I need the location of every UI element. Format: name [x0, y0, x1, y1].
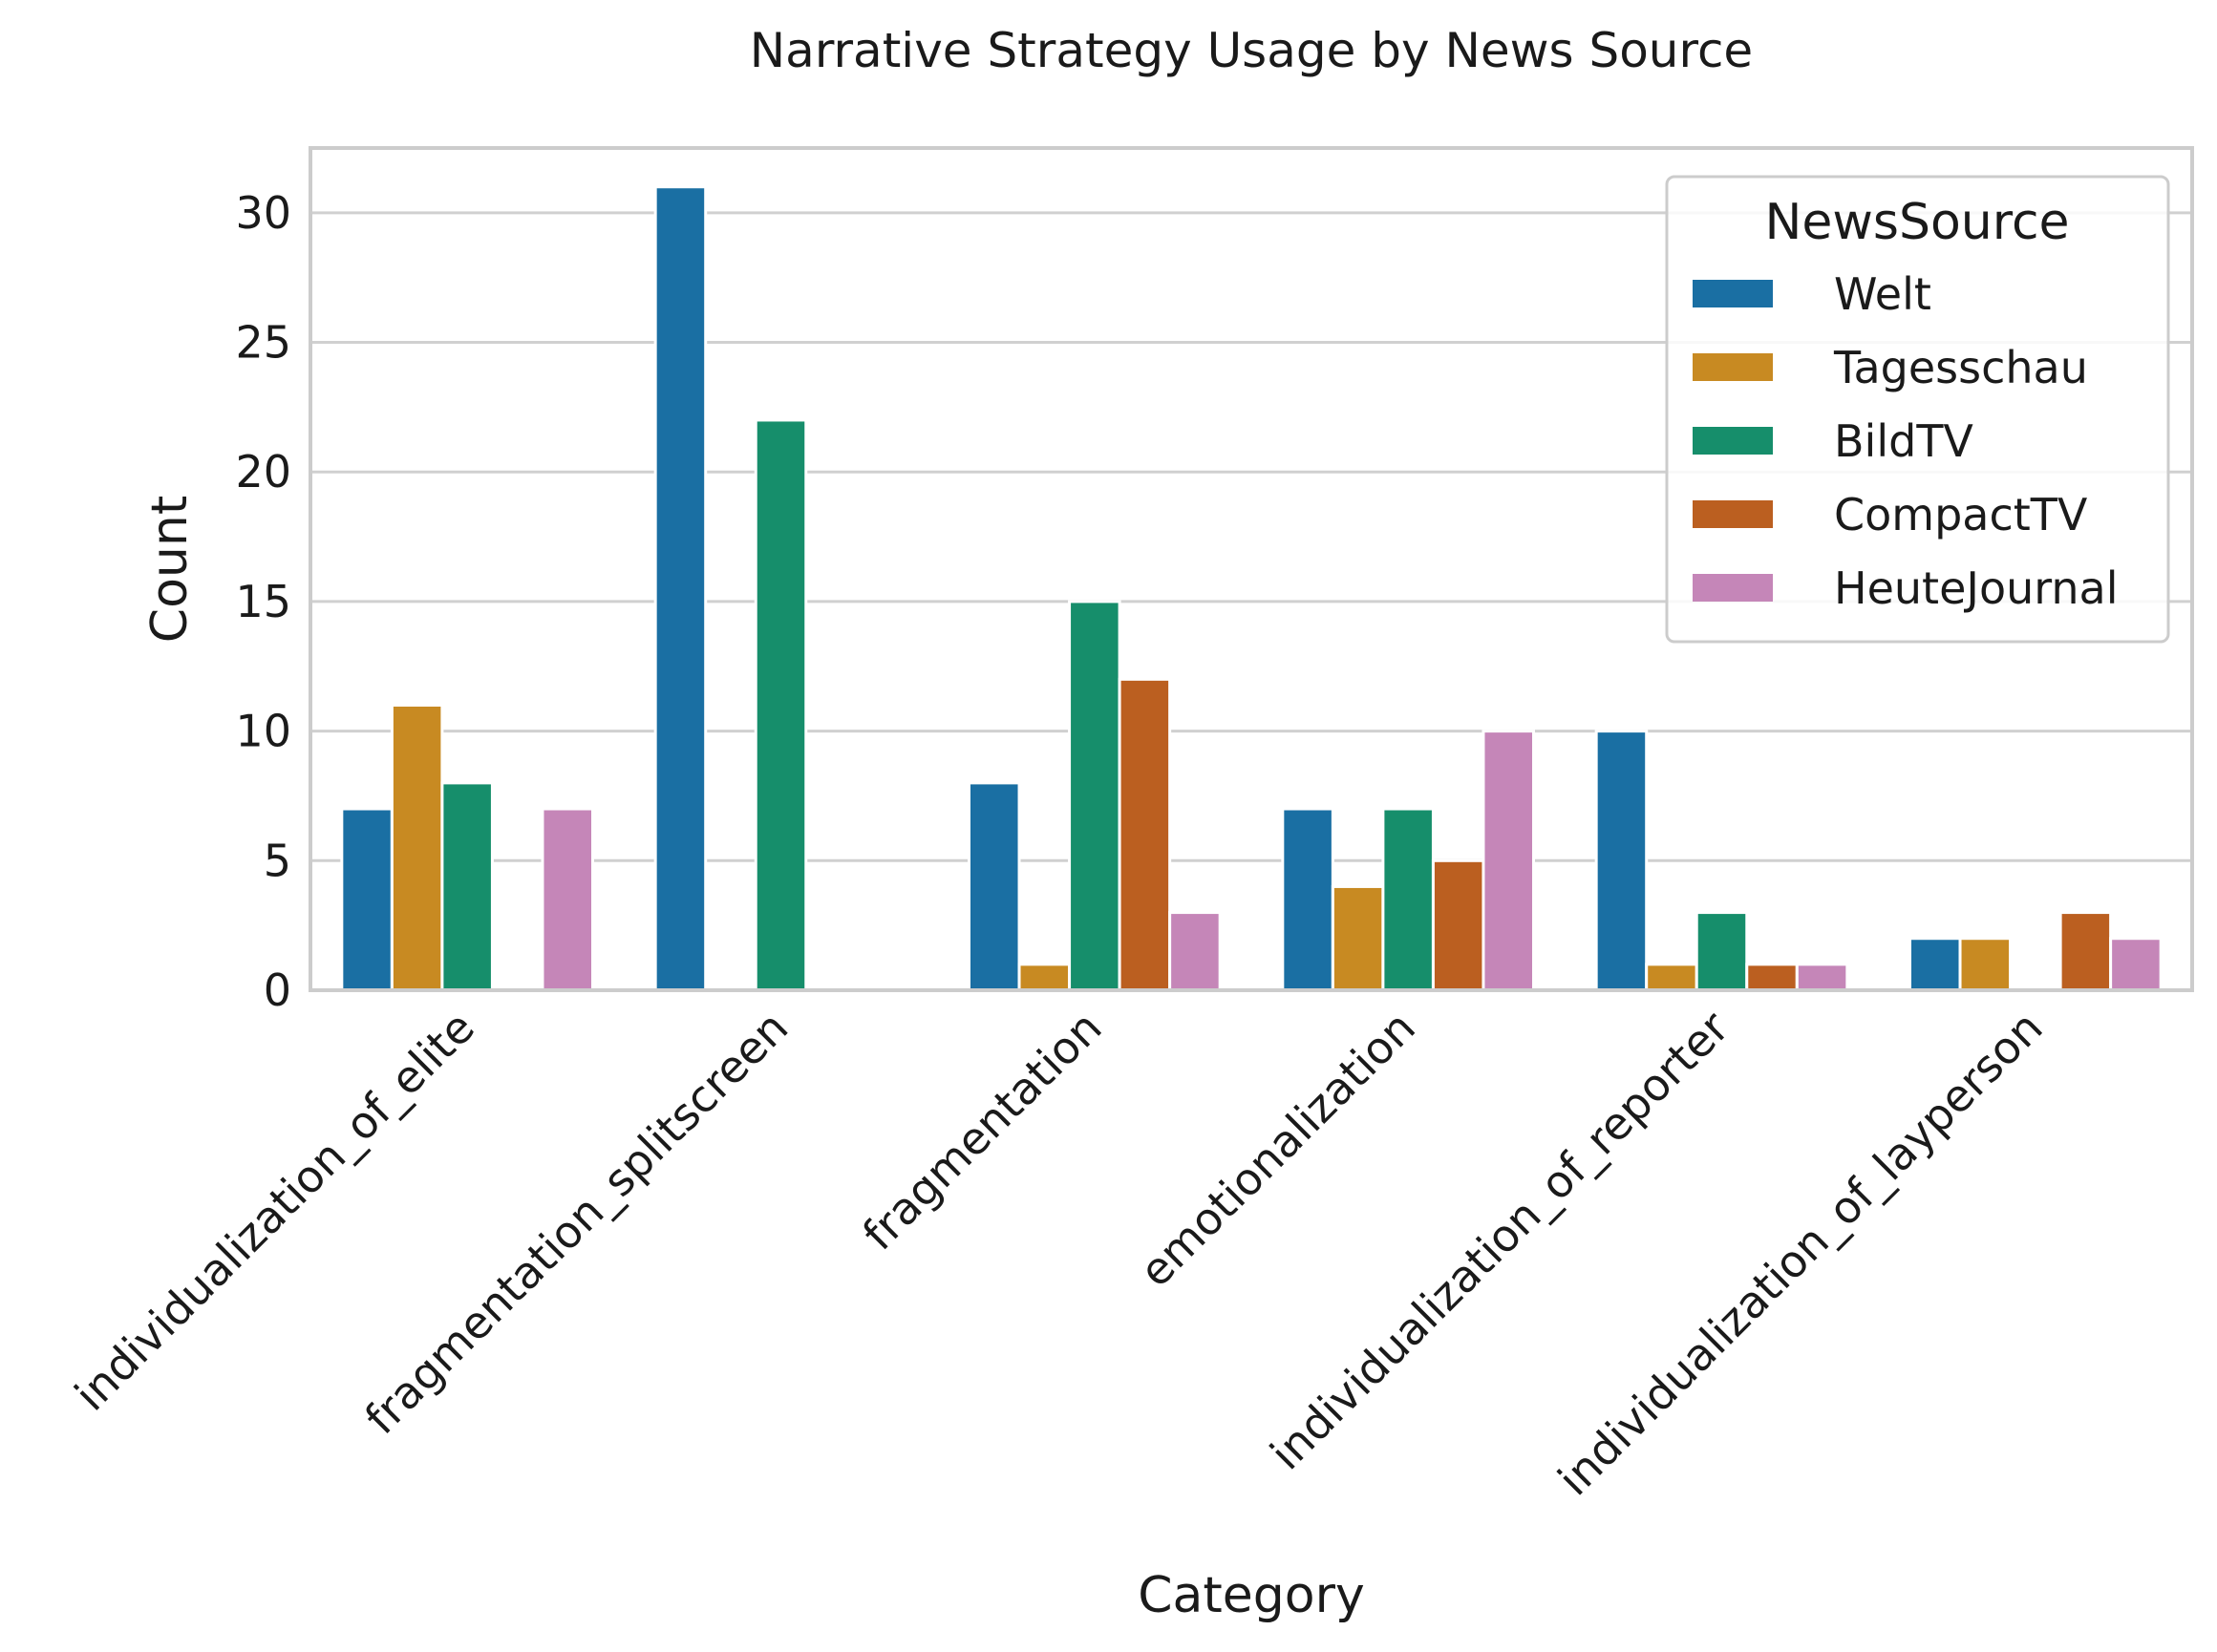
bar-tagesschau-5 — [1958, 937, 2013, 992]
legend-label-welt: Welt — [1834, 268, 1931, 320]
y-tick-label: 25 — [235, 317, 291, 369]
bar-heutejournal-0 — [541, 807, 595, 992]
bar-bildtv-2 — [1068, 600, 1121, 992]
plot-frame — [309, 146, 2194, 992]
bar-welt-1 — [653, 185, 708, 992]
legend-swatch-welt — [1693, 280, 1773, 307]
y-axis-ticks: 0 5 10 15 20 25 30 — [235, 187, 291, 1016]
bars — [340, 185, 2163, 992]
bar-heutejournal-3 — [1482, 730, 1536, 992]
x-tick-label: fragmentation — [853, 1002, 1112, 1260]
bar-tagesschau-2 — [1017, 963, 1072, 992]
bar-compacttv-4 — [1745, 963, 1799, 992]
legend-label-heutejournal: HeuteJournal — [1834, 562, 2118, 614]
legend-label-compacttv: CompactTV — [1834, 489, 2088, 540]
legend-swatch-compacttv — [1693, 500, 1773, 528]
legend-swatch-tagesschau — [1693, 353, 1773, 381]
y-tick-label: 10 — [235, 706, 291, 757]
bar-welt-0 — [340, 807, 394, 992]
y-tick-label: 15 — [235, 576, 291, 627]
legend-title: NewsSource — [1764, 194, 2069, 251]
legend-items: Welt Tagesschau BildTV CompactTV HeuteJourna… — [1693, 268, 2118, 614]
bar-welt-2 — [968, 781, 1021, 992]
y-tick-label: 30 — [235, 187, 291, 239]
legend-frame — [1665, 175, 2170, 644]
bar-compacttv-5 — [2058, 911, 2113, 992]
legend-label-tagesschau: Tagesschau — [1833, 342, 2088, 393]
bar-heutejournal-4 — [1795, 963, 1849, 992]
x-tick-label: emotionalization — [1130, 1002, 1425, 1297]
x-axis-label: Category — [1138, 1567, 1365, 1624]
bar-tagesschau-4 — [1645, 963, 1698, 992]
bar-tagesschau-3 — [1331, 884, 1385, 992]
x-axis-ticks: individualization_of_elitefragmentation_… — [65, 1002, 2053, 1506]
bar-tagesschau-0 — [390, 703, 444, 992]
bar-compacttv-3 — [1431, 858, 1485, 992]
y-tick-label: 5 — [264, 835, 291, 886]
bar-bildtv-4 — [1695, 911, 1749, 992]
bar-bildtv-1 — [754, 418, 808, 992]
bar-heutejournal-2 — [1168, 911, 1222, 992]
legend-swatch-bildtv — [1693, 427, 1773, 455]
chart-title: Narrative Strategy Usage by News Source — [750, 23, 1753, 78]
bar-bildtv-0 — [440, 781, 494, 992]
x-tick-label: individualization_of_layperson — [1548, 1002, 2053, 1506]
bar-bildtv-3 — [1381, 807, 1435, 992]
bar-welt-5 — [1908, 937, 1962, 992]
bar-heutejournal-5 — [2109, 937, 2163, 992]
legend: NewsSource Welt Tagesschau BildTV CompactTV… — [1665, 175, 2170, 644]
legend-label-bildtv: BildTV — [1834, 415, 1973, 467]
bar-compacttv-2 — [1118, 677, 1172, 992]
gridlines — [310, 211, 2192, 992]
legend-swatch-heutejournal — [1693, 574, 1773, 602]
bar-welt-4 — [1594, 730, 1649, 992]
y-axis-label: Count — [141, 496, 199, 643]
y-tick-label: 0 — [264, 964, 291, 1016]
y-tick-label: 20 — [235, 446, 291, 498]
bar-welt-3 — [1281, 807, 1334, 992]
